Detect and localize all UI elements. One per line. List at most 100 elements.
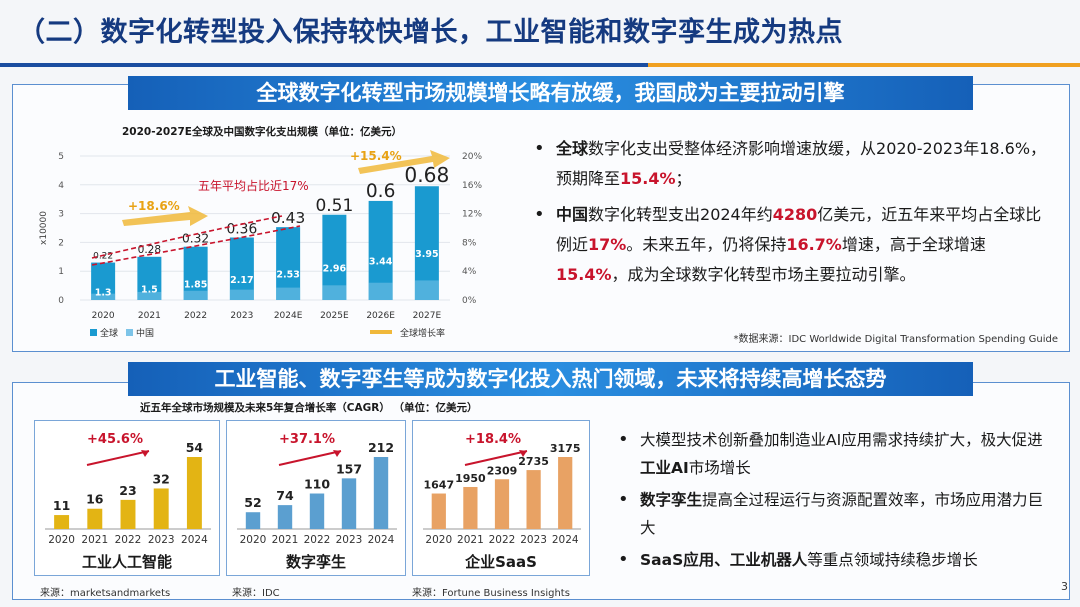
main-chart-ylabel: x10000 <box>39 211 49 245</box>
mini-bar <box>431 493 446 529</box>
mini-x-tick: 2020 <box>240 534 267 546</box>
mini-chart-saas: 1647 2020 1950 2021 2309 2022 2735 2023 3175 2024… <box>423 432 581 546</box>
bar-global-value: 1.85 <box>184 279 207 290</box>
bar-global <box>229 237 254 300</box>
mini-bar <box>245 512 261 529</box>
x-tick-label: 2024E <box>274 311 303 321</box>
legend-global: 全球 <box>100 327 118 339</box>
bar-china <box>322 285 347 300</box>
bottom-bullet-2: 数字孪生提高全过程运行与资源配置效率，市场应用潜力巨大 <box>614 486 1054 542</box>
mini-cagr-label: +45.6% <box>87 432 143 447</box>
mini-bar-value: 16 <box>86 492 104 507</box>
x-tick-label: 2020 <box>92 311 115 321</box>
bar-global-value: 2.17 <box>230 275 253 286</box>
mini-x-tick: 2021 <box>272 534 299 546</box>
legend-growth: 全球增长率 <box>400 327 445 339</box>
top-banner: 全球数字化转型市场规模增长略有放缓，我国成为主要拉动引擎 <box>128 76 973 110</box>
title-divider <box>0 63 1080 67</box>
mini-cagr-arrowhead <box>141 450 149 457</box>
top-bullet-2: 中国数字化转型支出2024年约4280亿美元，近五年来平均占全球比例近17%。未… <box>530 200 1050 290</box>
mini-chart-panel-2: 52 2020 74 2021 110 2022 157 2023 212 2024 +37.1% … <box>226 420 406 576</box>
page-title: （二）数字化转型投入保持较快增长，工业智能和数字孪生成为热点 <box>18 17 843 48</box>
bar-china <box>368 282 393 300</box>
mini-bar-value: 32 <box>152 471 169 486</box>
bar-china <box>229 289 254 300</box>
mini-cagr-arrow <box>464 450 528 466</box>
mini-bar <box>120 499 136 529</box>
top-source: *数据来源：IDC Worldwide Digital Transformati… <box>733 334 1058 345</box>
bar-china-value: 0.51 <box>315 196 353 216</box>
top-bullet-1: 全球数字化支出受整体经济影响增速放缓，从2020-2023年18.6%，预期降至… <box>530 134 1050 194</box>
cagr-label-2: +15.4% <box>350 149 402 163</box>
bottom-source-2: 来源：IDC <box>232 588 280 599</box>
mini-x-tick: 2021 <box>81 534 108 546</box>
x-tick-label: 2025E <box>320 311 349 321</box>
y-tick-label: 0 <box>58 296 64 306</box>
bar-china <box>276 287 301 300</box>
y-tick-label: 1 <box>58 267 64 277</box>
bar-china <box>183 290 208 300</box>
y-tick-label: 5 <box>58 152 64 162</box>
mini-bar <box>87 508 103 529</box>
legend-china: 中国 <box>136 327 154 339</box>
mini-bar <box>186 457 202 529</box>
legend-growth-swatch <box>370 330 392 334</box>
bar-global-value: 3.95 <box>415 249 438 260</box>
bottom-source-1: 来源：marketsandmarkets <box>40 588 171 599</box>
bar-global-value: 2.53 <box>276 270 299 281</box>
bar-china-value: 0.68 <box>404 163 449 187</box>
growth-arrow-1 <box>122 206 208 226</box>
mini-cagr-label: +18.4% <box>465 432 521 447</box>
mini-bar <box>309 493 325 529</box>
mini-x-tick: 2022 <box>115 534 142 546</box>
x-tick-label: 2022 <box>184 311 207 321</box>
share-annotation: 五年平均占比近17% <box>198 178 309 193</box>
mini-x-tick: 2022 <box>489 534 516 546</box>
mini-bar-value: 110 <box>304 477 330 492</box>
bar-china <box>414 280 439 300</box>
mini-bar <box>54 515 70 529</box>
bar-global-value: 1.5 <box>141 284 158 295</box>
mini-x-tick: 2022 <box>304 534 331 546</box>
y-tick-label: 2 <box>58 238 64 248</box>
mini-bar-value: 3175 <box>550 442 581 455</box>
x-tick-label: 2023 <box>230 311 253 321</box>
mini-bar-value: 1950 <box>455 472 486 485</box>
mini-x-tick: 2023 <box>520 534 547 546</box>
bottom-source-3: 来源：Fortune Business Insights <box>412 588 570 599</box>
y-tick-label: 3 <box>58 210 64 220</box>
cagr-label-1: +18.6% <box>128 199 180 213</box>
bar-global-value: 3.44 <box>369 256 393 267</box>
mini-cagr-arrowhead <box>519 450 527 457</box>
y2-tick-label: 0% <box>462 296 477 306</box>
mini-x-tick: 2024 <box>552 534 579 546</box>
mini-bar-value: 157 <box>336 461 362 476</box>
legend-global-swatch <box>90 329 97 336</box>
mini-x-tick: 2024 <box>368 534 395 546</box>
mini-x-tick: 2023 <box>336 534 363 546</box>
bar-china-value: 0.22 <box>93 252 113 262</box>
bottom-bullet-3: SaaS应用、工业机器人等重点领域持续稳步增长 <box>614 546 1054 574</box>
mini-bar <box>153 488 169 529</box>
mini-bar-value: 11 <box>53 498 70 513</box>
legend-china-swatch <box>126 329 133 336</box>
mini-bar <box>341 478 357 529</box>
mini-cagr-arrow <box>86 450 150 466</box>
y2-tick-label: 16% <box>462 181 482 191</box>
mini-bar-value: 2735 <box>518 455 549 468</box>
bar-china-value: 0.6 <box>366 181 396 202</box>
y-tick-label: 4 <box>58 181 64 191</box>
mini-bar <box>277 505 293 529</box>
mini-bar-value: 23 <box>119 483 136 498</box>
bar-global-value: 2.96 <box>323 263 347 274</box>
mini-bar-value: 54 <box>186 440 204 455</box>
y2-tick-label: 20% <box>462 152 482 162</box>
mini-chart-panel-1: 11 2020 16 2021 23 2022 32 2023 54 2024 +45.6% 工业人… <box>34 420 220 576</box>
y2-tick-label: 12% <box>462 210 482 220</box>
bottom-banner: 工业智能、数字孪生等成为数字化投入热门领域，未来将持续高增长态势 <box>128 362 973 396</box>
mini-bar <box>463 486 478 529</box>
mini-bar <box>558 457 573 529</box>
mini-x-tick: 2024 <box>181 534 208 546</box>
mini-bar-value: 2309 <box>487 464 518 477</box>
y2-tick-label: 4% <box>462 267 477 277</box>
